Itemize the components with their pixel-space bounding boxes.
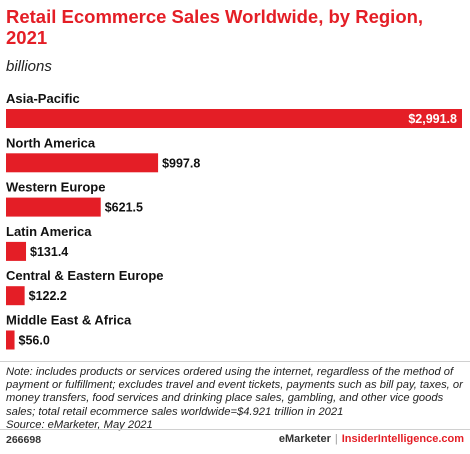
bar — [6, 241, 27, 261]
chart-subtitle: billions — [6, 58, 52, 75]
bar-chart: Asia-Pacific $2,991.8 North America $997.8 W… — [6, 91, 462, 350]
brand-name: eMarketer — [278, 433, 331, 445]
bar — [6, 153, 159, 173]
category-label: Central & Eastern Europe — [6, 268, 164, 283]
divider — [0, 429, 470, 430]
note-text: Note: includes products or services orde… — [6, 366, 463, 418]
value-label: $997.8 — [162, 156, 200, 170]
category-label: Middle East & Africa — [6, 313, 132, 328]
source-text: Source: eMarketer, May 2021 — [6, 418, 153, 431]
bar — [6, 197, 101, 217]
category-label: Western Europe — [6, 180, 105, 195]
footer-brand: eMarketer | InsiderIntelligence.com — [279, 433, 464, 445]
bar — [6, 330, 15, 350]
value-label: $2,991.8 — [408, 112, 457, 126]
chart-id: 266698 — [6, 434, 42, 446]
value-label: $56.0 — [19, 334, 50, 348]
value-label: $131.4 — [30, 245, 68, 259]
category-label: Asia-Pacific — [6, 91, 80, 106]
brand-separator: | — [334, 433, 338, 445]
bar — [6, 109, 462, 128]
divider — [0, 361, 470, 362]
value-label: $122.2 — [29, 289, 67, 303]
value-label: $621.5 — [105, 201, 143, 215]
category-label: North America — [6, 135, 96, 150]
bar — [6, 286, 25, 306]
site-link[interactable]: InsiderIntelligence.com — [341, 433, 464, 445]
chart-note: Note: includes products or services orde… — [6, 366, 466, 432]
category-label: Latin America — [6, 224, 92, 239]
chart-title: Retail Ecommerce Sales Worldwide, by Reg… — [6, 6, 424, 48]
